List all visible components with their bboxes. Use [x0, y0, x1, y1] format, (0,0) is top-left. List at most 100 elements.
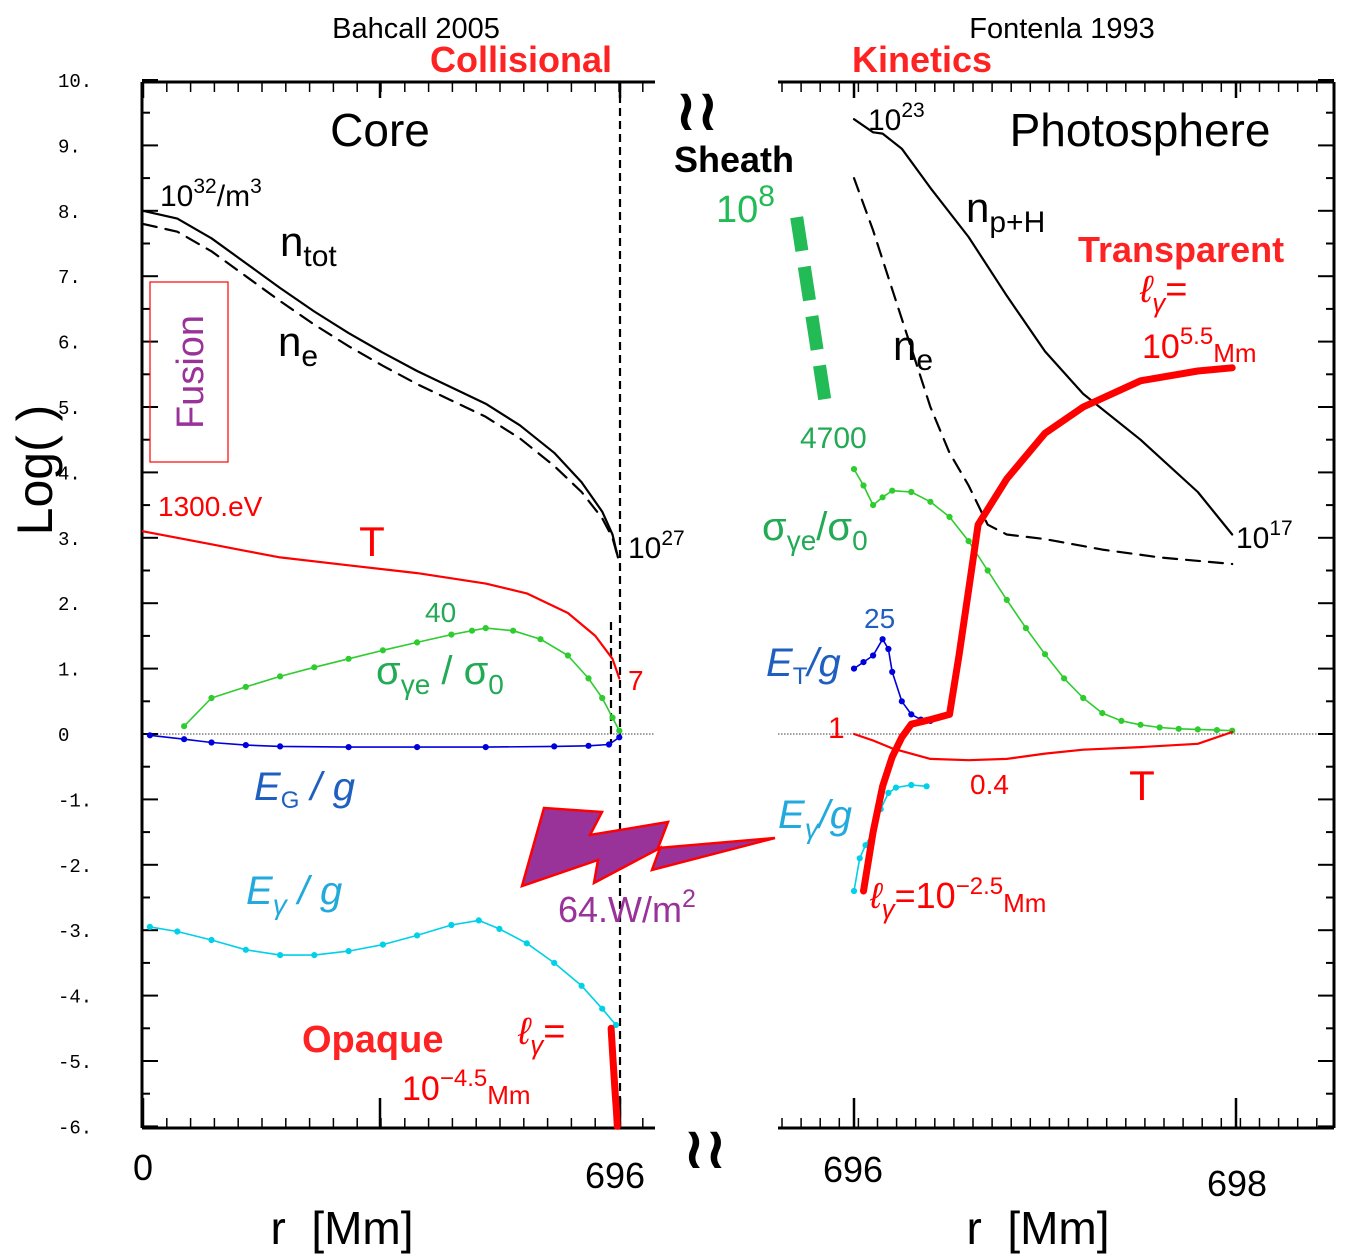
ell-left-sub: γ [530, 1030, 545, 1060]
left-series-5-point [523, 940, 530, 947]
y-tick-label: -3. [58, 921, 92, 943]
x-tick-label-696-right: 696 [823, 1149, 883, 1190]
left-series-3-point [482, 625, 489, 632]
egam-left-sub: γ [273, 889, 289, 920]
t-right-low: 0.4 [970, 769, 1009, 800]
ell-right-low-main: ℓ [869, 875, 884, 916]
right-series-3-point [870, 652, 877, 659]
ell-right-high-label: ℓγ= [1139, 269, 1188, 318]
left-series-3-point [311, 664, 318, 671]
left-source: Bahcall 2005 [332, 13, 500, 45]
eg-left-tail: / g [299, 765, 355, 809]
ell-right-high-eq: = [1165, 269, 1187, 311]
left-series-3-point [509, 627, 517, 634]
n-left-top-base: 10 [160, 180, 193, 213]
t-right-one: 1 [828, 712, 845, 745]
n-e-right-sub: e [916, 344, 933, 377]
sheath-value-base: 10 [716, 189, 758, 231]
y-tick-label: 1. [58, 660, 81, 682]
n-left-bottom-label: 1027 [628, 527, 685, 565]
right-series-6-line [860, 364, 1236, 895]
left-series-3-point [609, 714, 616, 721]
collisional-label: Collisional [430, 39, 612, 80]
y-tick-label: 10. [58, 71, 92, 93]
ell-right-high-exp: 5.5 [1180, 323, 1213, 350]
y-tick-label: -4. [58, 987, 92, 1009]
right-series-4-point [850, 887, 858, 895]
et-right-main: E [766, 641, 794, 685]
right-series-2-point [1194, 726, 1201, 733]
right-series-2-point [1213, 727, 1221, 734]
right-series-2-point [870, 502, 877, 509]
left-series-4-line [149, 734, 621, 748]
sigma-left-peak-label: 40 [425, 597, 456, 628]
series-layer [141, 118, 1236, 1130]
left-series-5-point [475, 917, 482, 924]
right-series-2-point [850, 466, 858, 473]
left-series-2-line [141, 530, 621, 680]
n-right-bottom-base: 10 [1236, 522, 1269, 555]
sigma-right-mid: /σ [816, 505, 852, 549]
y-tick-label: 5. [58, 398, 81, 420]
y-tick-label: -6. [58, 1117, 92, 1139]
right-series-2-point [965, 538, 972, 545]
t-left-label: T [359, 518, 385, 565]
ell-right-low-exp: −2.5 [956, 873, 1003, 900]
right-series-3-point [908, 711, 915, 718]
ell-left-unit: Mm [487, 1080, 530, 1110]
right-series-3-point [879, 636, 886, 643]
left-series-4-point [585, 742, 592, 749]
t-left-top-label: 1300.eV [158, 491, 263, 522]
left-series-3-point [616, 727, 623, 734]
egam-left-main: E [246, 869, 274, 913]
right-series-2-point [1118, 717, 1125, 725]
right-series-2-point [889, 487, 896, 494]
fusion-label: Fusion [170, 315, 212, 429]
n-right-bottom-exp: 17 [1269, 517, 1292, 540]
right-series-2-point [1137, 721, 1144, 728]
break-symbol-top: ≀≀ [675, 78, 719, 143]
n-left-top-exp: 32 [193, 175, 216, 198]
t-left-bottom-label: 7 [628, 665, 644, 696]
nph-main: n [966, 184, 989, 231]
right-series-3-line [853, 638, 932, 722]
ell-left-value: 10−4.5Mm [402, 1065, 531, 1110]
left-series-3-point [468, 627, 476, 634]
ell-right-low-label: ℓγ=10−2.5Mm [869, 873, 1046, 924]
y-tick-label: 9. [58, 136, 81, 158]
sigma-left-mid: / σ [430, 649, 488, 693]
egam-right-label: Eγ/g [778, 793, 852, 844]
n-left-top-label: 1032/m3 [160, 175, 262, 213]
flux-label: 64.W/m2 [558, 885, 696, 930]
left-series-3-point [448, 631, 455, 638]
ell-left-base: 10 [402, 1070, 440, 1108]
left-series-6-line [607, 1024, 621, 1130]
sigma-right-sub: γe [787, 525, 817, 556]
sheath-label: Sheath [674, 139, 794, 180]
left-series-5-point [414, 932, 421, 939]
n-e-left-label: ne [278, 318, 318, 373]
right-series-2-point [879, 494, 886, 501]
right-series-3-point [898, 698, 905, 705]
right-series-7-line [790, 216, 832, 405]
left-series-5-point [551, 959, 558, 967]
nph-label: np+H [966, 184, 1045, 239]
sigma-left-sub0: 0 [488, 669, 504, 700]
left-series-5-point [578, 982, 585, 989]
sigma-left-label: σγe / σ0 [376, 649, 504, 700]
x-axis-label-right: r [Mm] [966, 1202, 1109, 1254]
y-tick-label: 6. [58, 333, 81, 355]
flux-main: 64.W/m [558, 889, 682, 930]
left-series-3-point [379, 647, 386, 654]
left-series-4-point [616, 734, 623, 741]
kinetics-label: Kinetics [852, 39, 992, 80]
right-series-4-point [923, 783, 930, 790]
sigma-left-sub: γe [401, 669, 431, 700]
left-series-3-point [242, 683, 249, 691]
n-left-top-unit-exp: 3 [250, 175, 262, 198]
ell-right-low-sub: γ [882, 894, 897, 924]
left-series-1-line [141, 222, 619, 559]
left-series-5-point [496, 925, 503, 933]
egam-right-tail: /g [816, 793, 852, 837]
right-series-2-point [1099, 710, 1106, 717]
